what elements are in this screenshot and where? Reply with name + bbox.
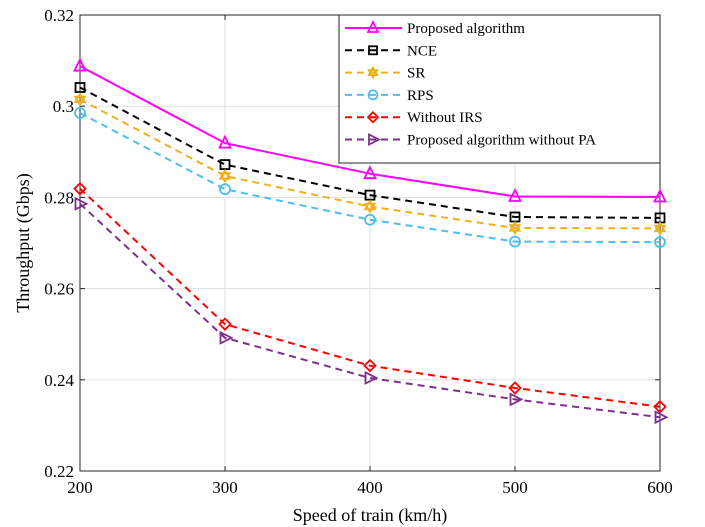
y-axis-label: Throughput (Gbps): [13, 173, 34, 312]
series-line: [79, 203, 661, 419]
legend-item: RPS: [345, 88, 434, 104]
legend-label: Proposed algorithm without PA: [407, 133, 596, 149]
y-tick-label: 0.32: [44, 6, 74, 25]
y-tick-label: 0.24: [44, 371, 74, 390]
hexagram-part: [363, 199, 377, 211]
data-point-triangle: [366, 19, 380, 33]
y-tick-label: 0.3: [53, 97, 74, 116]
x-tick-label: 500: [502, 478, 528, 497]
data-point-hexagram: [73, 92, 87, 107]
series-group: [73, 57, 669, 425]
data-point-hexagram: [508, 220, 522, 236]
data-point-diamond: [366, 110, 380, 124]
legend-label: Without IRS: [407, 110, 483, 126]
data-point-triangle-right: [368, 133, 382, 146]
data-point-triangle: [363, 165, 377, 180]
data-point-circle: [654, 236, 666, 248]
hexagram-part: [73, 92, 87, 103]
data-point-circle: [364, 213, 376, 226]
series-without-irs: [73, 181, 667, 414]
data-point-diamond: [73, 181, 87, 196]
series-line: [79, 65, 661, 198]
series-line: [79, 98, 661, 230]
series-line: [79, 187, 661, 408]
data-point-triangle-right: [219, 330, 234, 345]
data-point-triangle: [653, 188, 667, 203]
legend-item: Proposed algorithm without PA: [345, 133, 596, 149]
axes: 200 300 400 500 600 0.22 0.24 0.26 0.28 0.3 0.32: [44, 6, 673, 497]
data-point-circle: [367, 89, 379, 101]
legend-label: NCE: [407, 43, 437, 59]
data-point-square: [74, 82, 86, 93]
data-point-triangle: [73, 57, 87, 72]
y-tick-label: 0.28: [44, 188, 74, 207]
series-rps: [74, 107, 666, 248]
data-point-hexagram: [363, 199, 377, 214]
data-point-circle: [219, 183, 231, 196]
legend-item: SR: [345, 66, 425, 82]
data-point-triangle-right: [654, 410, 669, 425]
data-point-diamond: [653, 399, 667, 414]
legend-label: RPS: [407, 88, 434, 104]
hexagram-part: [653, 224, 667, 236]
legend: Proposed algorithm NCE SR RPS Without IRS Pro…: [338, 14, 661, 164]
legend-item: NCE: [345, 43, 437, 59]
data-point-triangle: [218, 134, 232, 149]
hexagram-part: [653, 221, 667, 233]
x-tick-label: 200: [67, 478, 93, 497]
series-proposed-algorithm: [73, 57, 667, 203]
series-line: [79, 86, 661, 219]
y-tick-label: 0.26: [44, 280, 74, 299]
data-point-circle: [74, 107, 86, 119]
data-point-diamond: [363, 358, 377, 373]
hexagram-part: [508, 220, 522, 232]
hexagram-part: [367, 69, 379, 80]
data-point-square: [368, 45, 378, 56]
hexagram-part: [367, 65, 379, 76]
legend-label: SR: [407, 66, 425, 82]
data-point-hexagram: [653, 221, 667, 236]
hexagram-part: [508, 224, 522, 236]
data-point-diamond: [508, 381, 522, 395]
legend-item: Proposed algorithm: [345, 19, 525, 37]
data-point-hexagram: [218, 168, 232, 184]
data-point-triangle-right: [509, 392, 524, 407]
x-axis-label: Speed of train (km/h): [293, 505, 447, 526]
series-line: [79, 112, 661, 244]
x-tick-label: 400: [357, 478, 383, 497]
data-point-triangle-right: [74, 196, 89, 211]
hexagram-part: [218, 168, 232, 180]
data-point-circle: [509, 235, 521, 248]
hexagram-part: [73, 95, 87, 107]
legend-box: [338, 14, 661, 164]
series-proposed-algorithm-without-pa: [74, 196, 669, 425]
hexagram-part: [363, 202, 377, 214]
y-tick-label: 0.22: [44, 462, 74, 481]
data-point-triangle-right: [364, 371, 379, 385]
legend-label: Proposed algorithm: [407, 21, 525, 37]
series-sr: [73, 92, 667, 236]
data-point-diamond: [218, 317, 232, 331]
data-point-hexagram: [367, 65, 379, 80]
hexagram-part: [218, 172, 232, 184]
legend-item: Without IRS: [345, 110, 483, 126]
x-tick-label: 300: [212, 478, 238, 497]
data-point-triangle: [508, 187, 522, 202]
x-tick-label: 600: [647, 478, 673, 497]
